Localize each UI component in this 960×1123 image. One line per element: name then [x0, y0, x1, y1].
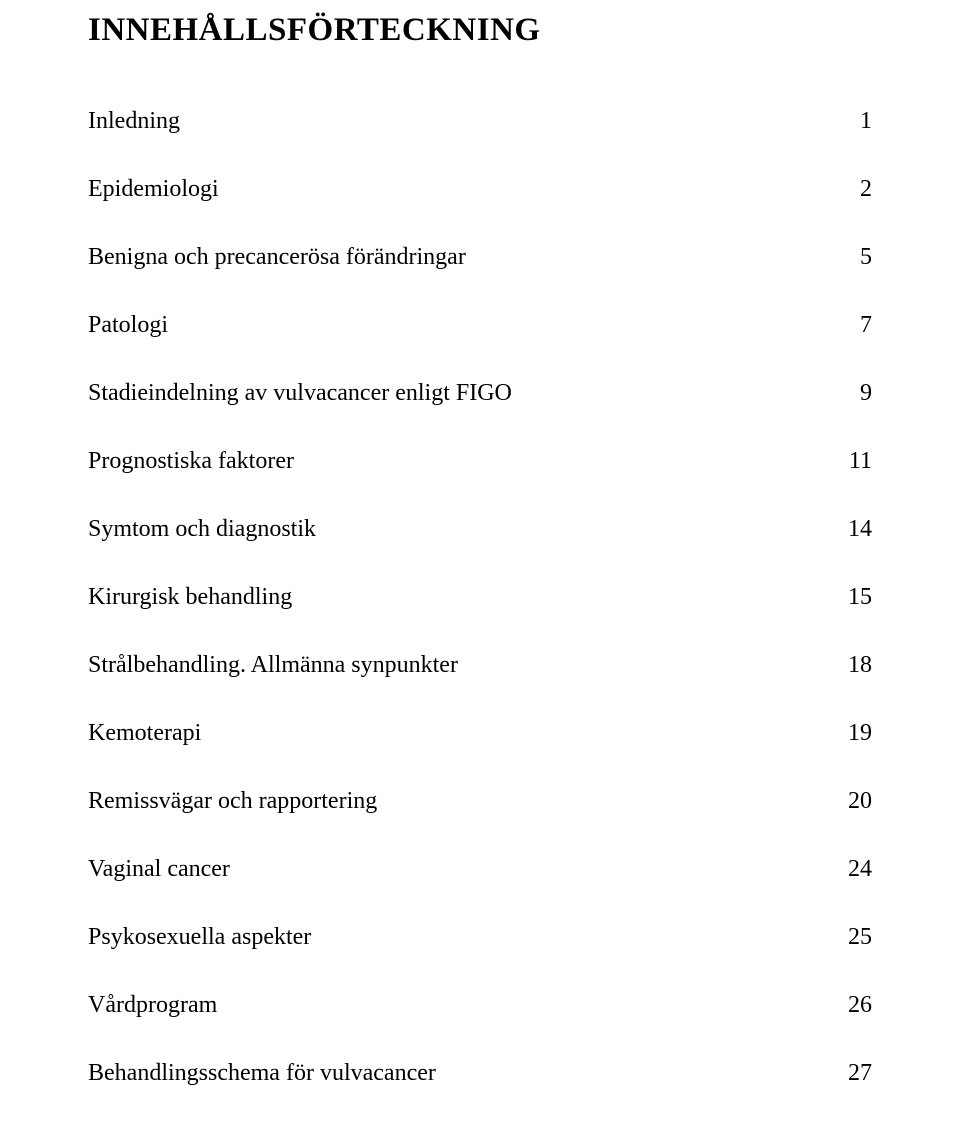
toc-entry-page: 24 — [848, 857, 872, 881]
toc-entry-page: 27 — [848, 1061, 872, 1085]
toc-entry-label: Vaginal cancer — [88, 857, 230, 881]
toc-entry: Kirurgisk behandling 15 — [88, 585, 872, 609]
toc-entry: Strålbehandling. Allmänna synpunkter 18 — [88, 653, 872, 677]
toc-entry: Epidemiologi 2 — [88, 177, 872, 201]
toc-entry: Kemoterapi 19 — [88, 721, 872, 745]
toc-entry-label: Prognostiska faktorer — [88, 449, 294, 473]
page-title: INNEHÅLLSFÖRTECKNING — [88, 10, 872, 49]
toc-entry: Benigna och precancerösa förändringar 5 — [88, 245, 872, 269]
toc-entry-page: 1 — [860, 109, 872, 133]
toc-entry: Psykosexuella aspekter 25 — [88, 925, 872, 949]
toc-entry: Remissvägar och rapportering 20 — [88, 789, 872, 813]
toc-entry-label: Symtom och diagnostik — [88, 517, 316, 541]
toc-entry-label: Kemoterapi — [88, 721, 201, 745]
toc-entry: Stadieindelning av vulvacancer enligt FI… — [88, 381, 872, 405]
toc-entry-label: Epidemiologi — [88, 177, 219, 201]
toc-entry: Prognostiska faktorer 11 — [88, 449, 872, 473]
toc-entry: Patologi 7 — [88, 313, 872, 337]
toc-entry-label: Vårdprogram — [88, 993, 217, 1017]
toc-entry-page: 7 — [860, 313, 872, 337]
toc-entry-page: 15 — [848, 585, 872, 609]
toc-entry-label: Inledning — [88, 109, 180, 133]
toc-entry: Inledning 1 — [88, 109, 872, 133]
toc-entry-label: Psykosexuella aspekter — [88, 925, 311, 949]
toc-entry-page: 26 — [848, 993, 872, 1017]
toc-entry-page: 9 — [860, 381, 872, 405]
toc-entry-page: 20 — [848, 789, 872, 813]
toc-entry-label: Kirurgisk behandling — [88, 585, 292, 609]
toc-entry: Symtom och diagnostik 14 — [88, 517, 872, 541]
toc-entry-label: Benigna och precancerösa förändringar — [88, 245, 466, 269]
toc-entry-page: 25 — [848, 925, 872, 949]
toc-entry: Vårdprogram 26 — [88, 993, 872, 1017]
toc-entry-page: 5 — [860, 245, 872, 269]
toc-entry-page: 19 — [848, 721, 872, 745]
toc-entry-page: 14 — [848, 517, 872, 541]
toc-entry-label: Strålbehandling. Allmänna synpunkter — [88, 653, 458, 677]
table-of-contents: Inledning 1 Epidemiologi 2 Benigna och preca… — [88, 109, 872, 1085]
toc-entry: Behandlingsschema för vulvacancer 27 — [88, 1061, 872, 1085]
toc-entry-label: Patologi — [88, 313, 168, 337]
toc-entry-label: Behandlingsschema för vulvacancer — [88, 1061, 436, 1085]
toc-entry: Vaginal cancer 24 — [88, 857, 872, 881]
toc-entry-page: 2 — [860, 177, 872, 201]
toc-entry-page: 18 — [848, 653, 872, 677]
toc-entry-label: Remissvägar och rapportering — [88, 789, 377, 813]
toc-entry-label: Stadieindelning av vulvacancer enligt FI… — [88, 381, 512, 405]
toc-entry-page: 11 — [849, 449, 872, 473]
document-page: INNEHÅLLSFÖRTECKNING Inledning 1 Epidemiol… — [0, 0, 960, 1123]
